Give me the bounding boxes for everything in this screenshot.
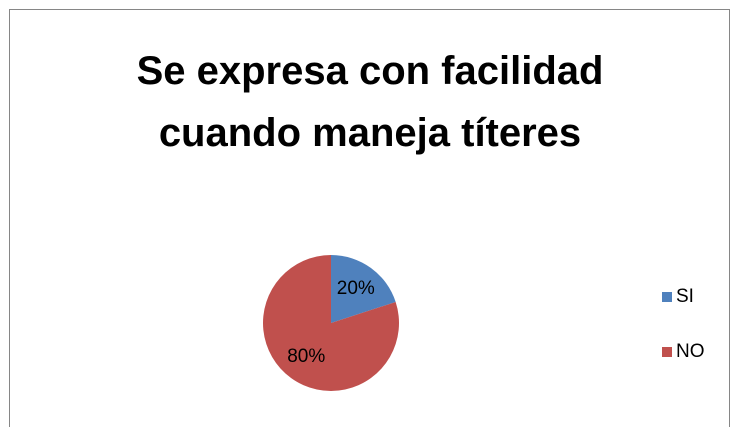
chart-title: Se expresa con facilidad cuando maneja t… bbox=[136, 49, 604, 155]
legend-label: NO bbox=[676, 341, 705, 362]
legend-swatch bbox=[662, 292, 672, 302]
legend-label: SI bbox=[676, 286, 694, 307]
data-label: 80% bbox=[287, 346, 325, 367]
legend-swatch bbox=[662, 347, 672, 357]
data-label: 20% bbox=[337, 278, 375, 299]
pie-slice bbox=[331, 255, 396, 323]
pie-slice bbox=[263, 255, 399, 391]
